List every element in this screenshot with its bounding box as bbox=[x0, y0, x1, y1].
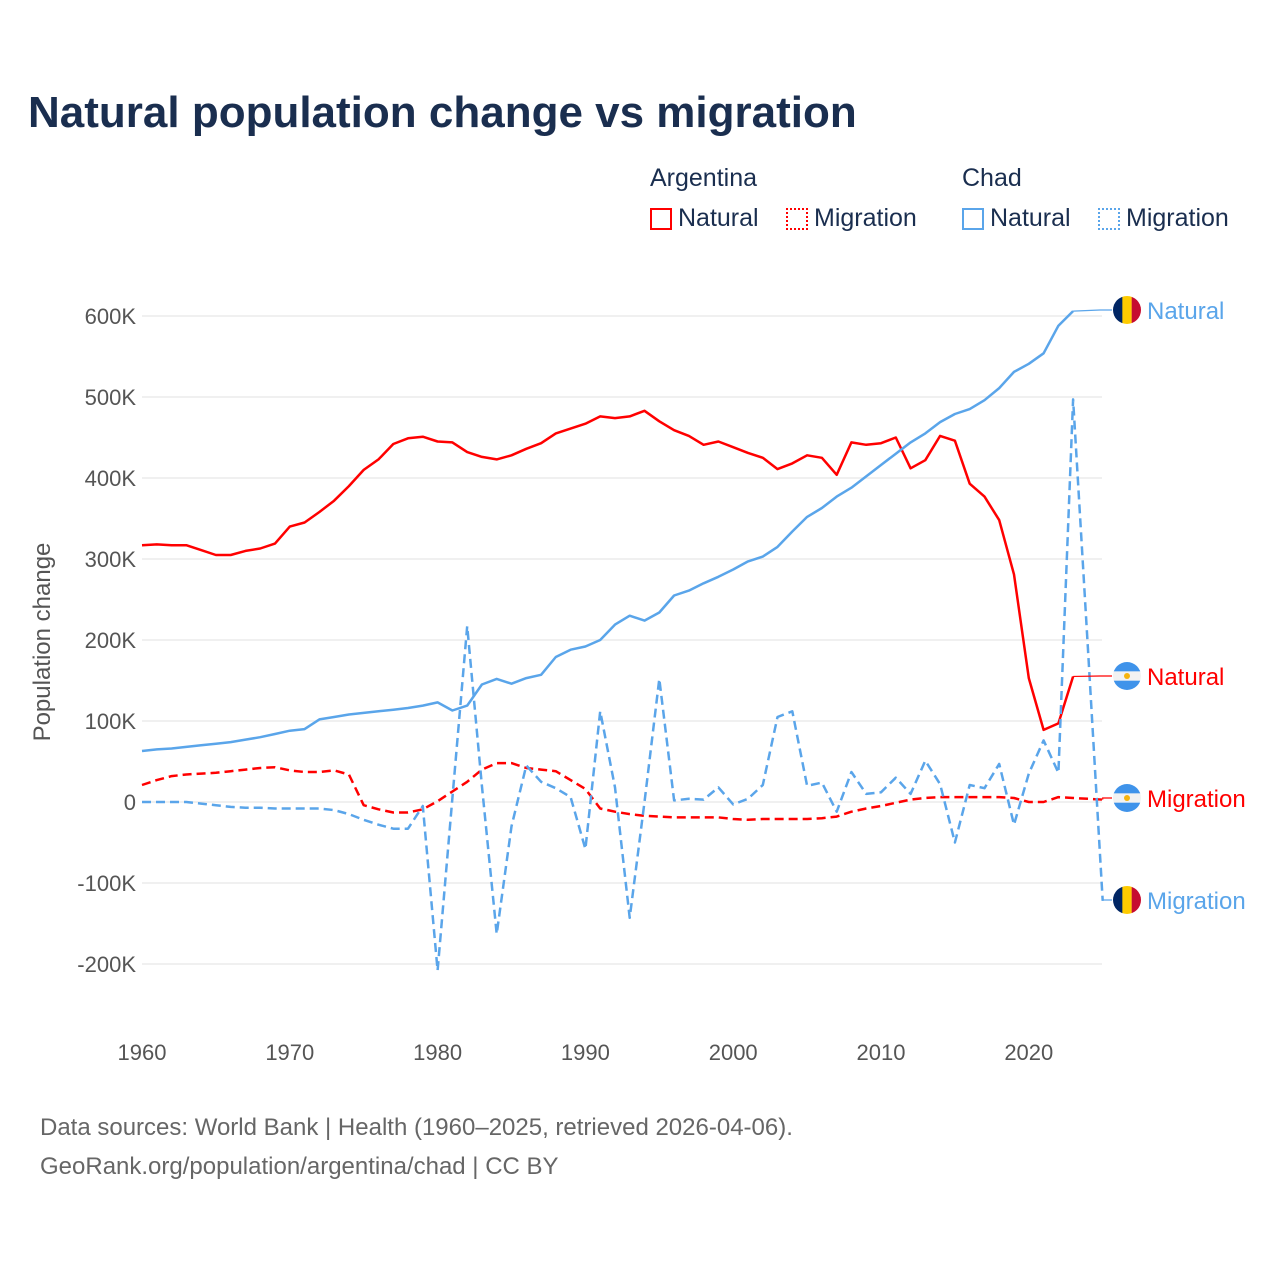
legend-swatch bbox=[1098, 207, 1120, 230]
flag-stripe bbox=[1122, 296, 1132, 324]
legend-label: Natural bbox=[990, 204, 1071, 232]
y-tick-label: 500K bbox=[85, 385, 137, 410]
series-argentina-natural bbox=[141, 409, 1075, 732]
chad-flag-icon bbox=[1113, 296, 1141, 324]
end-label-chad-migration: Migration bbox=[1147, 888, 1246, 915]
flag-sun bbox=[1124, 795, 1130, 801]
legend-label: Migration bbox=[814, 204, 917, 232]
y-tick-label: -100K bbox=[77, 871, 136, 896]
y-tick-label: 400K bbox=[85, 466, 137, 491]
legend-item-chad-natural[interactable]: Natural bbox=[962, 204, 1071, 233]
legend-swatch bbox=[786, 207, 808, 230]
x-tick-label: 1970 bbox=[265, 1040, 314, 1065]
label-leader-line bbox=[1073, 309, 1112, 312]
attribution-text: GeoRank.org/population/argentina/chad | … bbox=[40, 1153, 559, 1180]
x-tick-label: 2000 bbox=[709, 1040, 758, 1065]
end-label-arg-natural: Natural bbox=[1147, 664, 1224, 691]
chart-title: Natural population change vs migration bbox=[28, 88, 857, 137]
flag-sun bbox=[1124, 673, 1130, 679]
legend-label: Natural bbox=[678, 204, 759, 232]
legend-label: Migration bbox=[1126, 204, 1229, 232]
legend-item-chad-migration[interactable]: Migration bbox=[1098, 204, 1229, 233]
flag-stripe bbox=[1122, 886, 1132, 914]
chad-flag-icon bbox=[1113, 886, 1141, 914]
argentina-flag-icon bbox=[1113, 662, 1141, 690]
end-label-chad-natural: Natural bbox=[1147, 298, 1224, 325]
legend-item-argentina-migration[interactable]: Migration bbox=[786, 204, 917, 233]
flag-stripe bbox=[1113, 784, 1141, 794]
label-leader-line bbox=[1102, 899, 1112, 901]
flag-stripe bbox=[1131, 296, 1141, 324]
flag-stripe bbox=[1113, 680, 1141, 690]
x-tick-label: 1960 bbox=[118, 1040, 167, 1065]
label-leader-line bbox=[1102, 797, 1112, 800]
legend-swatch bbox=[962, 207, 984, 230]
series-chad-migration bbox=[142, 398, 1104, 972]
end-label-arg-migration: Migration bbox=[1147, 786, 1246, 813]
x-tick-label: 2020 bbox=[1004, 1040, 1053, 1065]
y-tick-label: 300K bbox=[85, 547, 137, 572]
flag-stripe bbox=[1113, 296, 1123, 324]
argentina-flag-icon bbox=[1113, 784, 1141, 812]
legend-group-chad: Chad bbox=[962, 164, 1022, 192]
y-tick-label: -200K bbox=[77, 952, 136, 977]
flag-stripe bbox=[1113, 662, 1141, 672]
source-text: Data sources: World Bank | Health (1960–… bbox=[40, 1114, 793, 1141]
y-tick-label: 0 bbox=[124, 790, 136, 815]
x-tick-label: 1980 bbox=[413, 1040, 462, 1065]
y-tick-label: 200K bbox=[85, 628, 137, 653]
legend-group-argentina: Argentina bbox=[650, 164, 758, 192]
legend-item-argentina-natural[interactable]: Natural bbox=[650, 204, 759, 233]
flag-stripe bbox=[1113, 802, 1141, 812]
flag-stripe bbox=[1113, 886, 1123, 914]
footer: Data sources: World Bank | Health (1960–… bbox=[40, 1108, 793, 1186]
x-tick-label: 1990 bbox=[561, 1040, 610, 1065]
series-chad-natural bbox=[141, 310, 1074, 753]
flag-stripe bbox=[1131, 886, 1141, 914]
y-axis-label: Population change bbox=[29, 543, 56, 742]
y-tick-label: 600K bbox=[85, 304, 137, 329]
x-tick-label: 2010 bbox=[857, 1040, 906, 1065]
y-tick-label: 100K bbox=[85, 709, 137, 734]
legend-swatch bbox=[650, 207, 672, 230]
series-argentina-migration bbox=[141, 761, 1103, 822]
